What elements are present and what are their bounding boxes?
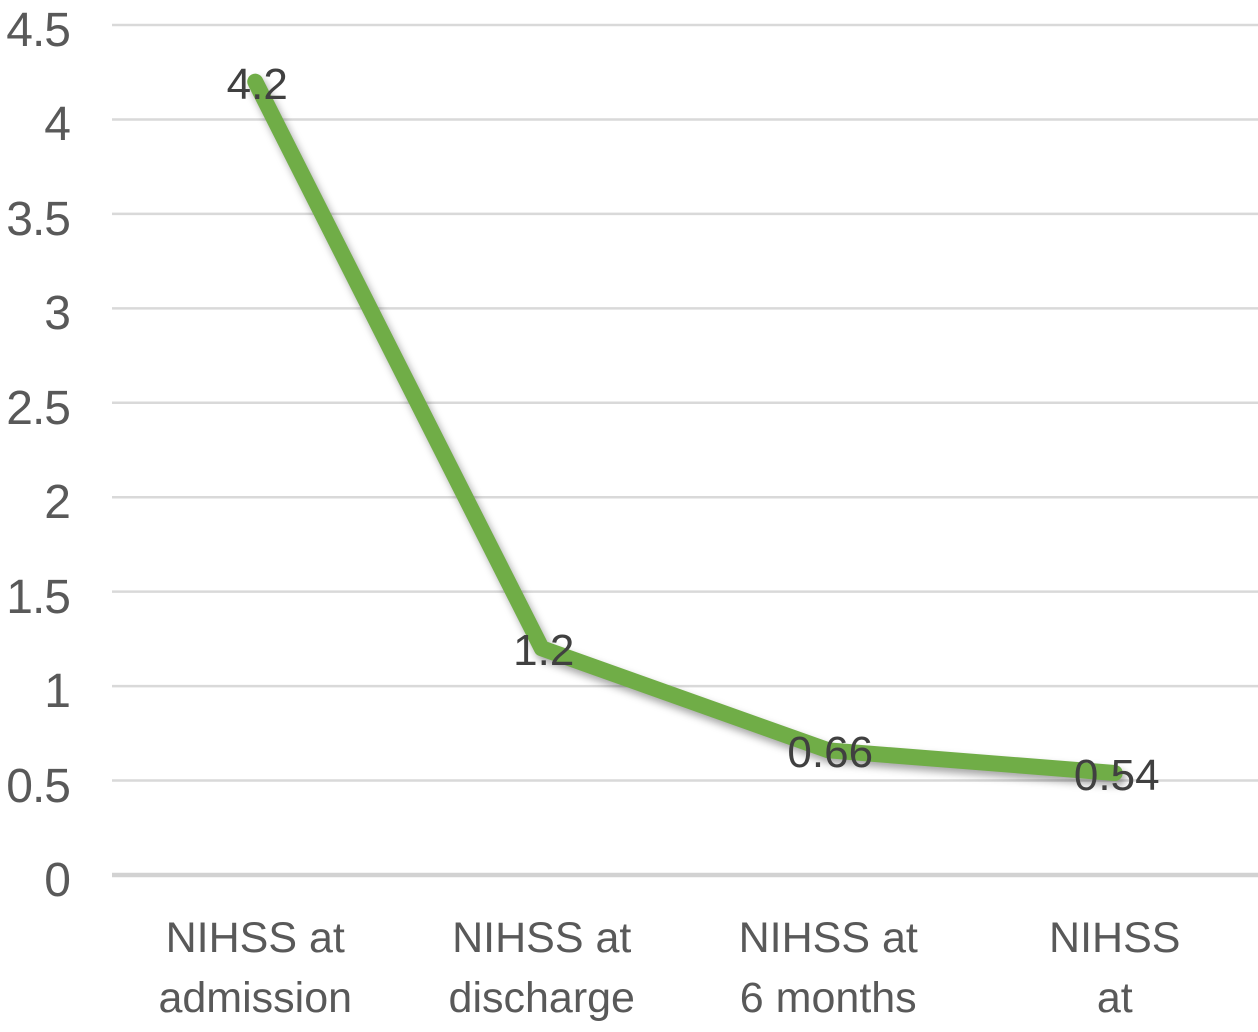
y-axis-tick-label: 3.5 [6, 192, 71, 246]
y-axis-tick-label: 1.5 [6, 570, 71, 624]
x-axis-category-label: NIHSS at discharge [448, 914, 635, 1022]
y-axis-tick-label: 0.5 [6, 759, 71, 813]
y-axis-tick-label: 1 [44, 665, 71, 719]
y-axis-tick-label: 0 [44, 854, 71, 907]
data-label: 1.2 [513, 626, 575, 676]
data-label: 4.2 [226, 59, 288, 109]
series-line-nihss [247, 73, 1123, 781]
x-axis-category-label: NIHSS at admission [158, 914, 353, 1022]
y-axis-tick-label: 2 [44, 476, 71, 530]
data-label: 0.66 [787, 728, 874, 778]
x-axis-category-label: NIHSS at 12 months [1049, 914, 1181, 1022]
y-axis-tick-label: 4 [44, 98, 71, 152]
x-axis-category-label: NIHSS at 6 months [738, 914, 918, 1022]
y-axis-tick-label: 4.5 [6, 4, 71, 57]
y-axis-tick-label: 3 [44, 287, 71, 341]
data-label: 0.54 [1073, 751, 1160, 800]
y-axis-tick-label: 2.5 [6, 381, 71, 435]
